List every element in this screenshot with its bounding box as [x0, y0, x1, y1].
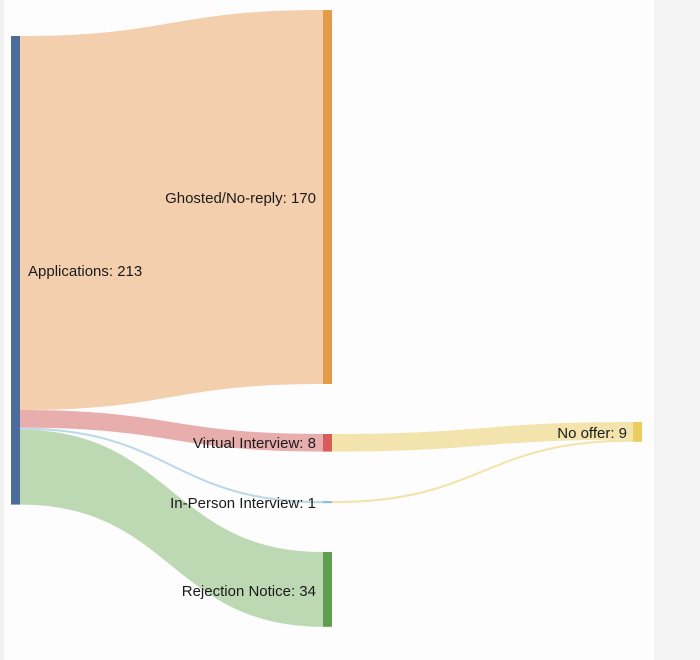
node-inperson[interactable] — [323, 501, 332, 504]
node-applications[interactable] — [11, 36, 20, 505]
right-panel-edge — [654, 0, 700, 660]
node-label-virtual: Virtual Interview: 8 — [193, 435, 316, 452]
link-applications-to-ghosted[interactable] — [20, 10, 323, 410]
links — [20, 10, 633, 627]
node-label-ghosted: Ghosted/No-reply: 170 — [165, 190, 316, 207]
node-nooffer[interactable] — [633, 422, 642, 442]
node-label-rejection: Rejection Notice: 34 — [182, 583, 316, 600]
link-inperson-to-nooffer[interactable] — [332, 439, 633, 504]
node-label-inperson: In-Person Interview: 1 — [170, 495, 316, 512]
nodes: Applications: 213 Ghosted/No-reply: 170 Vi… — [11, 10, 642, 627]
node-label-applications: Applications: 213 — [28, 263, 142, 280]
node-ghosted[interactable] — [323, 10, 332, 384]
link-applications-to-virtual[interactable] — [20, 410, 323, 452]
node-virtual[interactable] — [323, 434, 332, 452]
link-applications-to-rejection[interactable] — [20, 429, 323, 627]
link-virtual-to-nooffer[interactable] — [332, 422, 633, 452]
node-rejection[interactable] — [323, 552, 332, 627]
node-label-nooffer: No offer: 9 — [557, 425, 627, 442]
left-panel-edge — [0, 0, 4, 660]
link-applications-to-inperson[interactable] — [20, 427, 323, 504]
